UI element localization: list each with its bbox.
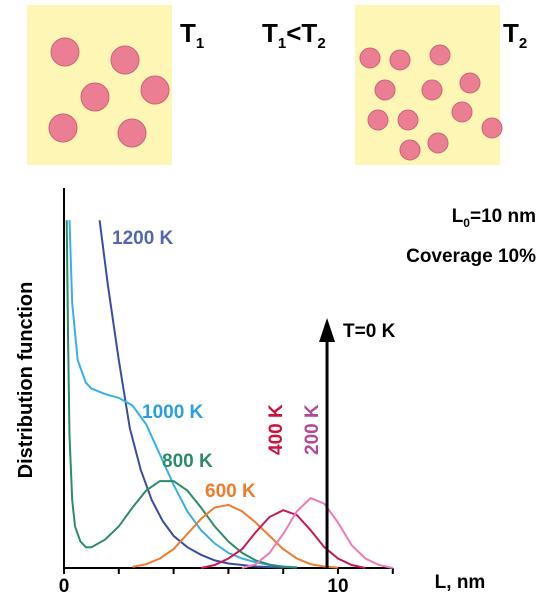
distribution-curve [242,498,393,568]
param-rest: =10 nm [470,206,536,227]
curve-label: 400 K [266,404,287,455]
arrow-head [319,318,335,342]
distribution-curve [67,220,297,567]
coverage: Coverage 10% [406,246,536,267]
x-axis-label: L, nm [435,572,486,593]
distribution-curve [133,505,339,568]
compare-a: T [262,18,278,48]
label-t2-sub: 2 [519,35,527,52]
label-t1-sub: 1 [196,35,204,52]
compare-b: <T [286,18,317,48]
curve-label: 200 K [302,404,323,455]
label-compare: T1<T2 [262,18,326,52]
label-t1: T1 [180,18,204,52]
length-param: L0=10 nm [452,206,536,230]
x-tick-label: 10 [327,576,348,597]
y-axis-label: Distribution function [15,282,37,479]
curve-label: 600 K [205,481,256,502]
curve-label: 800 K [162,451,213,472]
figure: T1 T1<T2 T2 L0=10 nm Coverage 10% Distri… [0,0,546,601]
curve-label: 1000 K [142,402,204,423]
distribution-curve [70,220,297,567]
compare-a-sub: 1 [278,35,286,52]
curve-label: 1200 K [112,228,174,249]
compare-b-sub: 2 [317,35,325,52]
param-main: L [452,206,464,227]
label-t2: T2 [503,18,527,52]
x-tick-label: 0 [59,576,70,597]
arrow-label: T=0 K [343,321,396,342]
label-t2-main: T [503,18,519,48]
label-t1-main: T [180,18,196,48]
